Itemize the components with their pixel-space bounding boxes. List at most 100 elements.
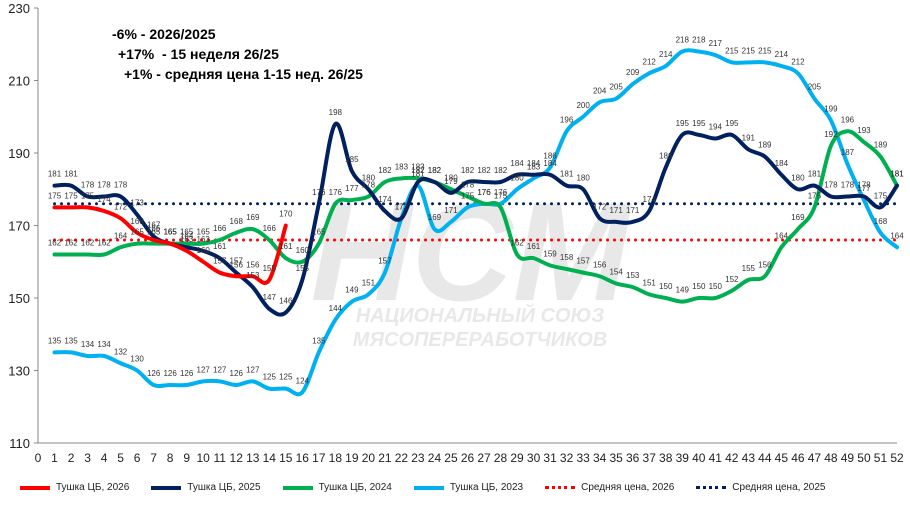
x-tick-label: 32 bbox=[560, 451, 574, 465]
data-label: 214 bbox=[659, 50, 673, 59]
data-label: 171 bbox=[609, 206, 623, 215]
data-label: 195 bbox=[692, 119, 706, 128]
data-label: 182 bbox=[411, 166, 425, 175]
data-label: 196 bbox=[841, 115, 855, 124]
data-label: 170 bbox=[279, 210, 293, 219]
data-label: 178 bbox=[81, 181, 95, 190]
x-tick-label: 2 bbox=[68, 451, 75, 465]
data-label: 187 bbox=[841, 148, 855, 157]
x-tick-label: 0 bbox=[35, 451, 42, 465]
data-label: 165 bbox=[197, 228, 211, 237]
data-label: 135 bbox=[64, 336, 78, 345]
legend-item: Средняя цена, 2026 bbox=[545, 482, 674, 493]
data-label: 168 bbox=[230, 217, 244, 226]
x-tick-label: 8 bbox=[167, 451, 174, 465]
data-label: 172 bbox=[395, 202, 409, 211]
data-label: 126 bbox=[147, 369, 161, 378]
y-tick-label: 230 bbox=[8, 1, 30, 16]
data-label: 195 bbox=[725, 119, 739, 128]
svg-text:НАЦИОНАЛЬНЫЙ СОЮЗ: НАЦИОНАЛЬНЫЙ СОЮЗ bbox=[356, 303, 605, 327]
data-label: 125 bbox=[263, 373, 277, 382]
legend-swatch bbox=[20, 485, 50, 490]
data-label: 184 bbox=[775, 159, 789, 168]
y-tick-label: 190 bbox=[8, 146, 30, 161]
data-label: 164 bbox=[775, 231, 789, 240]
x-tick-label: 17 bbox=[312, 451, 326, 465]
data-label: 178 bbox=[461, 181, 475, 190]
data-label: 177 bbox=[345, 184, 359, 193]
data-label: 157 bbox=[213, 257, 227, 266]
data-label: 153 bbox=[246, 271, 260, 280]
x-tick-label: 52 bbox=[890, 451, 904, 465]
data-label: 161 bbox=[279, 242, 293, 251]
legend-item: Тушка ЦБ, 2026 bbox=[20, 482, 129, 493]
series-line bbox=[52, 48, 899, 397]
data-label: 178 bbox=[362, 181, 376, 190]
data-label: 166 bbox=[147, 224, 161, 233]
data-label: 149 bbox=[345, 286, 359, 295]
x-tick-label: 48 bbox=[824, 451, 838, 465]
legend-label: Средняя цена, 2026 bbox=[581, 482, 675, 493]
legend-label: Тушка ЦБ, 2025 bbox=[187, 482, 261, 493]
data-label: 126 bbox=[163, 369, 177, 378]
y-tick-label: 110 bbox=[9, 436, 30, 451]
data-label: 152 bbox=[725, 275, 739, 284]
data-label: 183 bbox=[527, 162, 541, 171]
data-label: 151 bbox=[643, 278, 657, 287]
x-tick-label: 33 bbox=[576, 451, 590, 465]
series-line bbox=[52, 129, 899, 304]
data-label: 155 bbox=[263, 264, 277, 273]
data-label: 181 bbox=[808, 170, 822, 179]
data-label: 161 bbox=[527, 242, 541, 251]
x-tick-label: 22 bbox=[395, 451, 409, 465]
data-label: 177 bbox=[857, 184, 871, 193]
x-tick-label: 3 bbox=[84, 451, 91, 465]
data-label: 157 bbox=[576, 257, 590, 266]
data-label: 180 bbox=[362, 173, 376, 182]
y-tick-label: 170 bbox=[8, 219, 30, 234]
data-label: 150 bbox=[692, 282, 706, 291]
data-label: 169 bbox=[246, 213, 260, 222]
data-label: 132 bbox=[114, 347, 128, 356]
data-label: 180 bbox=[444, 173, 458, 182]
x-tick-label: 19 bbox=[345, 451, 359, 465]
data-label: 126 bbox=[180, 369, 194, 378]
data-label: 183 bbox=[411, 162, 425, 171]
x-tick-label: 23 bbox=[411, 451, 425, 465]
data-label: 182 bbox=[428, 166, 442, 175]
data-label: 182 bbox=[461, 166, 475, 175]
x-tick-label: 50 bbox=[857, 451, 871, 465]
data-label: 178 bbox=[97, 181, 111, 190]
data-label: 189 bbox=[758, 141, 772, 150]
data-label: 165 bbox=[147, 228, 161, 237]
data-label: 165 bbox=[163, 228, 177, 237]
data-label: 175 bbox=[494, 191, 508, 200]
data-label: 163 bbox=[197, 235, 211, 244]
data-label: 162 bbox=[64, 239, 78, 248]
data-label: 180 bbox=[576, 173, 590, 182]
data-label: 164 bbox=[180, 231, 194, 240]
y-tick-label: 210 bbox=[8, 74, 30, 89]
data-label: 209 bbox=[626, 68, 640, 77]
data-label: 162 bbox=[48, 239, 62, 248]
data-label: 134 bbox=[97, 340, 111, 349]
x-tick-label: 38 bbox=[659, 451, 673, 465]
data-label: 153 bbox=[626, 271, 640, 280]
x-tick-label: 40 bbox=[692, 451, 706, 465]
data-label: 178 bbox=[857, 181, 871, 190]
data-label: 149 bbox=[676, 286, 690, 295]
data-label: 218 bbox=[692, 36, 706, 45]
data-label: 168 bbox=[130, 217, 144, 226]
x-tick-label: 34 bbox=[593, 451, 607, 465]
data-label: 160 bbox=[296, 246, 310, 255]
data-label: 172 bbox=[593, 202, 607, 211]
x-tick-label: 45 bbox=[775, 451, 789, 465]
legend-label: Тушка ЦБ, 2026 bbox=[56, 482, 130, 493]
legend-swatch bbox=[282, 485, 313, 490]
data-label: 157 bbox=[230, 257, 244, 266]
data-label: 176 bbox=[494, 188, 508, 197]
data-label: 218 bbox=[676, 36, 690, 45]
data-label: 180 bbox=[791, 173, 805, 182]
